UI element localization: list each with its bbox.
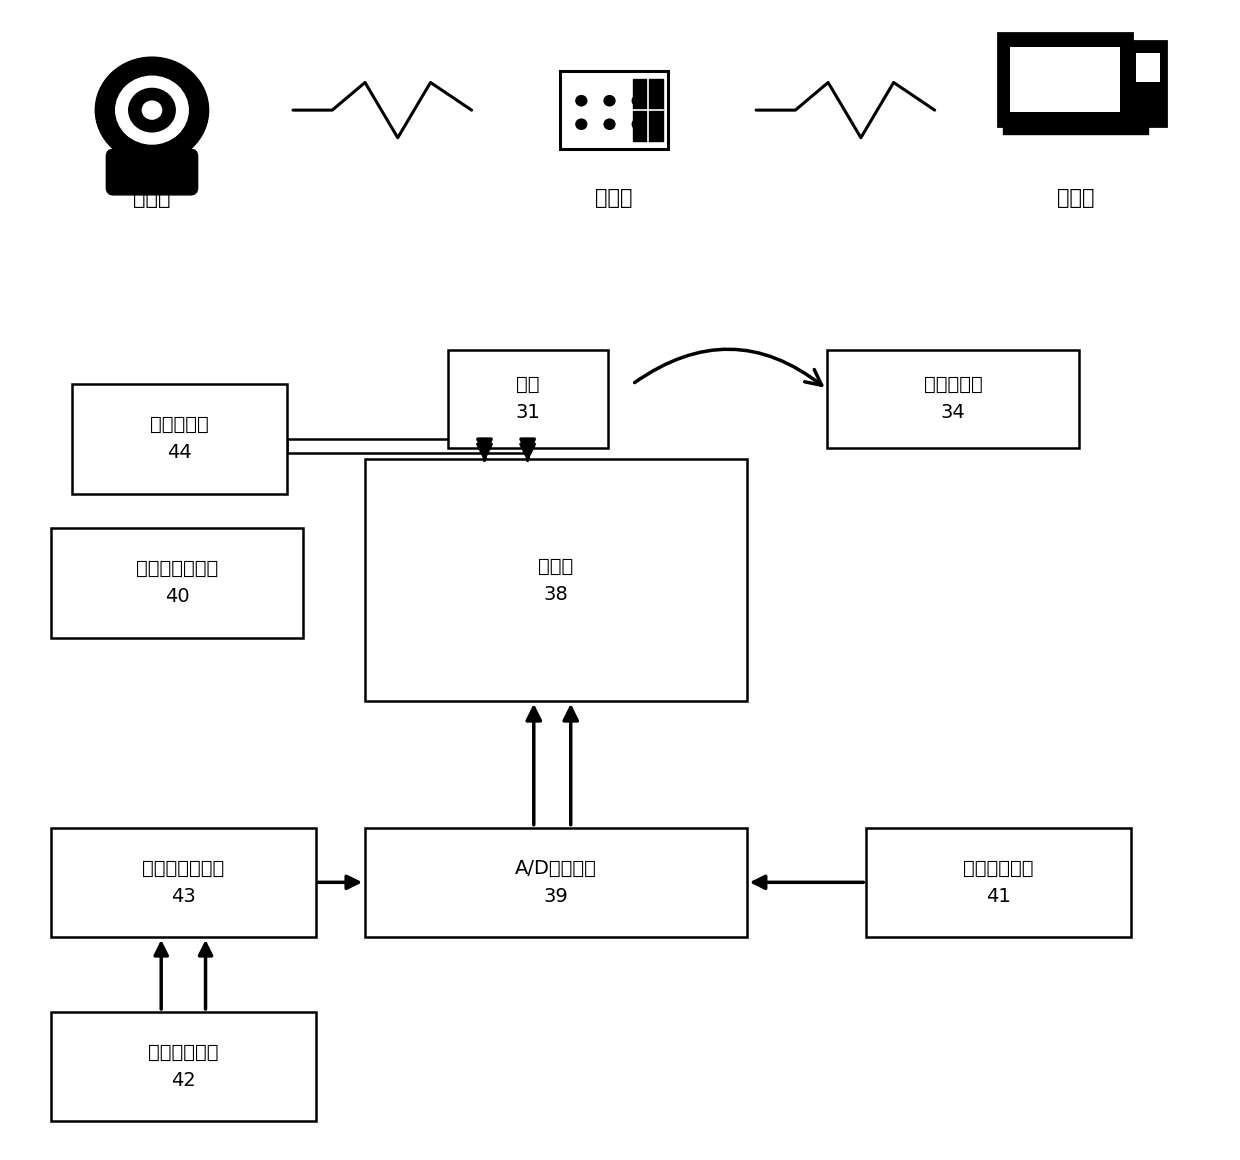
Bar xyxy=(1132,41,1166,126)
Circle shape xyxy=(575,95,587,106)
Bar xyxy=(72,384,288,494)
Text: 可调电阻单元
42: 可调电阻单元 42 xyxy=(148,1043,218,1090)
Circle shape xyxy=(604,119,615,129)
Bar xyxy=(998,34,1132,126)
Bar xyxy=(1003,123,1148,133)
Text: 摄像头: 摄像头 xyxy=(133,188,171,209)
Text: 摄像头单元
44: 摄像头单元 44 xyxy=(150,415,210,463)
Circle shape xyxy=(95,57,208,164)
Circle shape xyxy=(632,119,644,129)
Text: 液晶显示屏
34: 液晶显示屏 34 xyxy=(924,375,982,422)
FancyArrowPatch shape xyxy=(635,349,822,385)
Circle shape xyxy=(604,95,615,106)
Bar xyxy=(51,1012,316,1122)
Circle shape xyxy=(129,88,175,132)
Bar xyxy=(559,71,668,150)
Bar xyxy=(1009,46,1120,111)
Bar xyxy=(867,827,1131,937)
Text: 教师端: 教师端 xyxy=(1056,188,1095,209)
Bar xyxy=(448,349,608,448)
Text: 键盘
31: 键盘 31 xyxy=(516,375,539,422)
Circle shape xyxy=(575,119,587,129)
FancyBboxPatch shape xyxy=(107,150,197,195)
Bar xyxy=(51,827,316,937)
Bar xyxy=(365,459,746,701)
Bar xyxy=(51,528,304,638)
Bar xyxy=(634,79,662,142)
Circle shape xyxy=(632,95,644,106)
Text: 电源及开关单元
40: 电源及开关单元 40 xyxy=(136,559,218,607)
Text: 电机及测速单元
43: 电机及测速单元 43 xyxy=(143,858,224,906)
Circle shape xyxy=(115,77,188,144)
Bar xyxy=(827,349,1079,448)
Text: 直流电表单元
41: 直流电表单元 41 xyxy=(963,858,1034,906)
Bar xyxy=(365,827,746,937)
Bar xyxy=(1136,53,1161,81)
Text: A/D转换单元
39: A/D转换单元 39 xyxy=(515,858,596,906)
Text: 控制器
38: 控制器 38 xyxy=(538,557,574,603)
Circle shape xyxy=(143,101,161,119)
Text: 路由器: 路由器 xyxy=(595,188,632,209)
